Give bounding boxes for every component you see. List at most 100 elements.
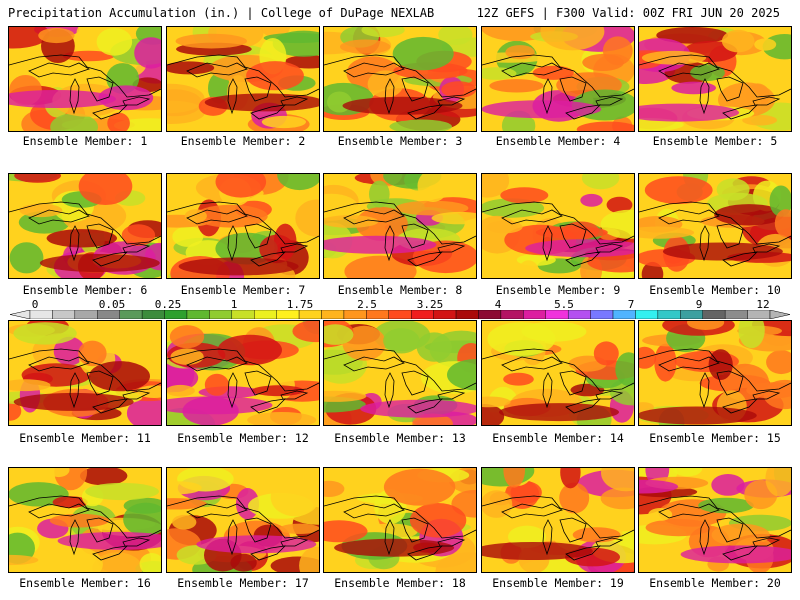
colorbar-swatch (276, 310, 300, 319)
colorbar-swatch (500, 310, 524, 319)
ensemble-member-map (8, 467, 162, 573)
precip-field (639, 321, 791, 425)
colorbar-swatch (478, 310, 502, 319)
precip-field (9, 321, 161, 425)
colorbar-swatch (186, 310, 210, 319)
colorbar-swatch (343, 310, 367, 319)
colorbar-swatch (119, 310, 143, 319)
colorbar-swatch (724, 310, 748, 319)
precip-field (167, 321, 319, 425)
ensemble-member-label: Ensemble Member: 16 (19, 576, 151, 590)
colorbar-swatch (321, 310, 345, 319)
colorbar-tick-label: 1 (230, 298, 238, 311)
precip-field (324, 27, 476, 131)
ensemble-member-label: Ensemble Member: 4 (495, 134, 621, 148)
ensemble-member-map (638, 467, 792, 573)
ensemble-member-label: Ensemble Member: 18 (334, 576, 466, 590)
ensemble-member-map (638, 320, 792, 426)
ensemble-member-map (8, 320, 162, 426)
colorbar-max-arrow (769, 310, 790, 319)
colorbar-swatch (231, 310, 255, 319)
colorbar-tick-label: 2.5 (357, 298, 377, 311)
colorbar-tick-label: 4 (494, 298, 502, 311)
ensemble-member-map (481, 467, 635, 573)
precip-field (167, 27, 319, 131)
colorbar-tick-label: 1.75 (286, 298, 314, 311)
ensemble-member-label: Ensemble Member: 15 (649, 431, 781, 445)
precip-field (482, 321, 634, 425)
ensemble-member-map (323, 26, 477, 132)
precip-field (167, 174, 319, 278)
colorbar-swatch (52, 310, 76, 319)
precip-field (482, 27, 634, 131)
precip-field (167, 468, 319, 572)
colorbar-swatch (411, 310, 434, 319)
colorbar-tick-label: 0.05 (98, 298, 126, 311)
ensemble-member-map (481, 173, 635, 279)
colorbar-swatch (141, 310, 165, 319)
colorbar-swatch (29, 310, 53, 319)
colorbar-swatch (545, 310, 569, 319)
model-run-info: 12Z GEFS | F300 Valid: 00Z FRI JUN 20 20… (476, 6, 780, 20)
ensemble-member-map (8, 173, 162, 279)
ensemble-member-label: Ensemble Member: 3 (337, 134, 463, 148)
ensemble-member-map (481, 320, 635, 426)
ensemble-member-map (8, 26, 162, 132)
colorbar-swatch (635, 310, 659, 319)
precip-field (9, 468, 161, 572)
ensemble-member-map (166, 467, 320, 573)
ensemble-member-map (323, 173, 477, 279)
colorbar-tick-label: 12 (756, 298, 770, 311)
colorbar-swatch (657, 310, 681, 319)
ensemble-member-label: Ensemble Member: 6 (22, 283, 148, 297)
ensemble-member-map (481, 26, 635, 132)
ensemble-member-map (166, 173, 320, 279)
precip-field (482, 174, 634, 278)
ensemble-member-label: Ensemble Member: 13 (334, 431, 466, 445)
colorbar-swatch (433, 310, 457, 319)
chart-title: Precipitation Accumulation (in.) | Colle… (8, 6, 435, 20)
ensemble-member-map (638, 173, 792, 279)
ensemble-member-map (323, 467, 477, 573)
ensemble-member-label: Ensemble Member: 19 (492, 576, 624, 590)
ensemble-member-map (166, 320, 320, 426)
ensemble-member-label: Ensemble Member: 17 (177, 576, 309, 590)
ensemble-member-label: Ensemble Member: 7 (180, 283, 306, 297)
colorbar-tick-label: 7 (627, 298, 635, 311)
precip-field (9, 27, 161, 131)
ensemble-member-label: Ensemble Member: 11 (19, 431, 151, 445)
colorbar-swatch (164, 310, 188, 319)
precip-field (639, 27, 791, 131)
colorbar-swatch (680, 310, 703, 319)
colorbar-tick-label: 5.5 (554, 298, 574, 311)
ensemble-member-label: Ensemble Member: 2 (180, 134, 306, 148)
ensemble-member-label: Ensemble Member: 9 (495, 283, 621, 297)
colorbar-swatch (523, 310, 546, 319)
ensemble-member-map (638, 26, 792, 132)
colorbar-tick-label: 0.25 (154, 298, 182, 311)
colorbar-swatch (97, 310, 120, 319)
ensemble-member-label: Ensemble Member: 8 (337, 283, 463, 297)
ensemble-member-label: Ensemble Member: 12 (177, 431, 309, 445)
colorbar-swatch (366, 310, 389, 319)
precip-field (324, 468, 476, 572)
colorbar-tick-label: 3.25 (416, 298, 444, 311)
ensemble-member-label: Ensemble Member: 20 (649, 576, 781, 590)
precip-field (324, 174, 476, 278)
colorbar-swatch (612, 310, 636, 319)
colorbar-swatch (298, 310, 322, 319)
precip-field (482, 468, 634, 572)
precip-field (639, 174, 791, 278)
colorbar-swatch (455, 310, 479, 319)
precip-field (324, 321, 476, 425)
precipitation-colorbar: 0 0.05 0.25 1 1.75 2.5 3.25 4 5.5 7 9 12 (10, 298, 790, 320)
colorbar-swatch (567, 310, 591, 319)
colorbar-swatch (590, 310, 614, 319)
ensemble-member-label: Ensemble Member: 14 (492, 431, 624, 445)
precip-field (639, 468, 791, 572)
colorbar-strip (10, 310, 790, 319)
ensemble-member-label: Ensemble Member: 5 (652, 134, 778, 148)
colorbar-swatch (254, 310, 277, 319)
ensemble-member-map (323, 320, 477, 426)
colorbar-swatch (702, 310, 726, 319)
